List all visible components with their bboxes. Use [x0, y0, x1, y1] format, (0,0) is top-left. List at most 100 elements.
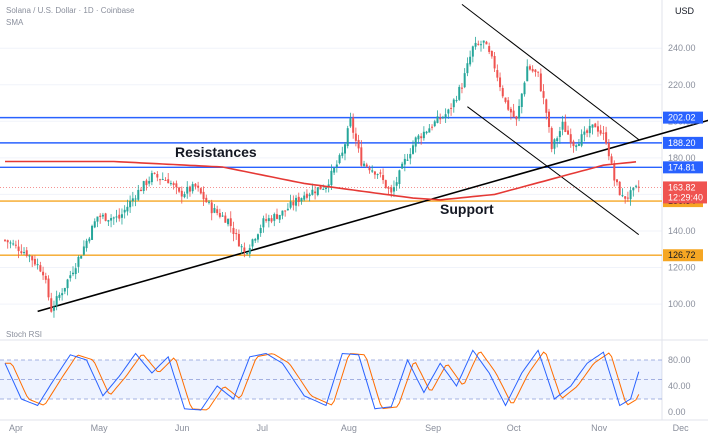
candle [607, 139, 610, 161]
candle [572, 139, 575, 153]
candle-body [33, 258, 36, 265]
candle-body [635, 185, 638, 187]
candle-body [333, 167, 336, 173]
candle [354, 127, 357, 147]
candle [452, 98, 455, 113]
price-tick-label: 100.00 [668, 299, 696, 309]
candle [365, 162, 368, 168]
currency-label[interactable]: USD [674, 6, 694, 16]
candle-body [327, 184, 330, 188]
candle [594, 122, 597, 128]
candle [186, 181, 189, 199]
candle [512, 103, 515, 118]
candle-body [224, 215, 227, 223]
candle [115, 209, 118, 223]
candle-body [616, 179, 618, 183]
candle-body [175, 183, 178, 188]
candle-body [420, 136, 423, 139]
candle-body [240, 246, 243, 248]
candle-body [542, 91, 545, 98]
candle-body [539, 73, 542, 92]
trend-lines [37, 3, 708, 313]
candle-body [66, 279, 69, 289]
candle-body [439, 117, 442, 120]
candle [237, 229, 240, 247]
candle-body [469, 56, 472, 65]
candle [515, 115, 518, 126]
candle-body [382, 175, 385, 181]
candle-body [295, 197, 298, 206]
candle-body [167, 179, 170, 184]
candle [308, 192, 311, 202]
candle-body [344, 144, 346, 154]
candle-body [55, 296, 58, 306]
candle-body [183, 194, 186, 198]
candle [542, 84, 545, 105]
candle [556, 136, 559, 148]
candle [507, 97, 510, 111]
candle [624, 196, 627, 204]
candle [110, 214, 113, 228]
candle [550, 126, 553, 153]
candle [23, 247, 26, 256]
candle-body [490, 51, 493, 57]
candle-body [575, 145, 578, 148]
candle-body [534, 69, 537, 73]
candle-body [85, 240, 88, 249]
candle [265, 213, 268, 223]
candle [131, 191, 134, 207]
candle-body [216, 209, 219, 214]
candle [564, 114, 567, 133]
current-price-tag [663, 181, 707, 204]
candle [161, 172, 164, 181]
candle-body [300, 198, 303, 202]
candle-body [621, 195, 624, 197]
candle-body [406, 159, 409, 161]
candle-body [129, 200, 132, 208]
candle [178, 186, 181, 194]
candle-body [123, 209, 126, 213]
candle-body [305, 193, 308, 198]
candle-body [202, 191, 205, 200]
candle-body [526, 66, 529, 82]
candle [85, 238, 88, 252]
candle [221, 211, 224, 217]
candle [69, 270, 72, 282]
candle-body [447, 109, 450, 114]
candle [580, 129, 583, 148]
candle-body [93, 221, 96, 228]
price-tick-label: 120.00 [668, 263, 696, 273]
candle-body [267, 218, 270, 222]
candle-body [384, 180, 387, 188]
candle-body [414, 137, 417, 147]
candle-body [488, 46, 491, 52]
candle-body [452, 99, 455, 108]
candle-body [284, 210, 287, 212]
candle-body [91, 225, 94, 240]
candle-body [365, 164, 368, 167]
candle [450, 103, 453, 116]
month-label: Dec [673, 423, 690, 433]
candle-body [352, 117, 355, 133]
support-annotation: Support [440, 201, 494, 217]
candle [33, 255, 36, 267]
candle-body [602, 132, 605, 134]
candle-body [556, 138, 559, 142]
candle [523, 81, 526, 97]
candle-body [610, 156, 613, 163]
candle-body [52, 306, 55, 311]
candle [297, 192, 300, 207]
candle-body [354, 133, 357, 141]
candle [616, 178, 618, 186]
resistances-annotation: Resistances [175, 144, 257, 160]
candle-body [107, 220, 110, 222]
candle [558, 126, 561, 144]
candle-body [363, 163, 366, 166]
candle-body [360, 147, 363, 166]
candle [169, 180, 172, 186]
candle [417, 134, 420, 144]
candle [156, 171, 159, 182]
candle-body [311, 189, 314, 195]
candle [324, 186, 327, 193]
